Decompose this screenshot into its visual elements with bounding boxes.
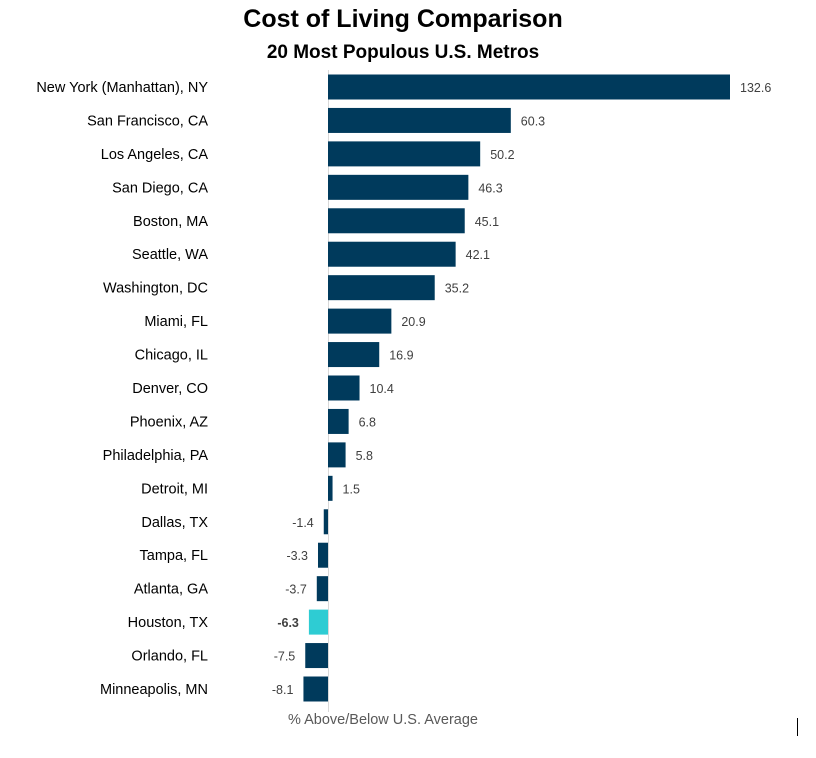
data-label: 42.1 [466, 248, 490, 262]
bar [328, 442, 346, 468]
category-label: Minneapolis, MN [100, 682, 208, 698]
category-label: Los Angeles, CA [101, 147, 209, 163]
data-label: 5.8 [356, 449, 373, 463]
chart-title: Cost of Living Comparison [243, 5, 563, 33]
category-label: San Francisco, CA [87, 113, 208, 129]
cursor-mark [797, 718, 798, 736]
category-label: Dallas, TX [141, 515, 208, 531]
bar [328, 275, 435, 301]
category-label: Washington, DC [103, 281, 208, 297]
category-label: Boston, MA [133, 214, 208, 230]
data-label: -6.3 [277, 616, 299, 630]
data-label: 1.5 [343, 482, 360, 496]
category-label: San Diego, CA [112, 180, 208, 196]
data-label: 46.3 [478, 181, 502, 195]
bar [316, 576, 328, 602]
bar [328, 342, 380, 368]
data-label: 50.2 [490, 148, 514, 162]
category-label: Phoenix, AZ [130, 414, 208, 430]
data-label: 10.4 [370, 382, 394, 396]
category-label: Detroit, MI [141, 481, 208, 497]
bar [317, 542, 328, 568]
x-axis-label: % Above/Below U.S. Average [288, 712, 478, 728]
data-label: 132.6 [740, 81, 771, 95]
bar [323, 509, 328, 535]
bar [328, 107, 511, 133]
bar [328, 241, 456, 267]
bar [328, 174, 469, 200]
bar [303, 676, 328, 702]
data-label: -7.5 [274, 650, 296, 664]
bar [328, 475, 333, 501]
bar [305, 643, 328, 669]
data-label: -1.4 [292, 516, 314, 530]
category-label: New York (Manhattan), NY [36, 80, 208, 96]
category-label: Tampa, FL [140, 548, 209, 564]
bar [308, 609, 328, 635]
category-label: Philadelphia, PA [103, 448, 209, 464]
category-label: Chicago, IL [135, 348, 208, 364]
data-label: 35.2 [445, 282, 469, 296]
category-label: Atlanta, GA [134, 582, 208, 598]
data-label: -3.7 [285, 583, 307, 597]
data-label: -8.1 [272, 683, 294, 697]
data-label: 45.1 [475, 215, 499, 229]
category-label: Denver, CO [132, 381, 208, 397]
bar [328, 74, 730, 100]
category-label: Miami, FL [144, 314, 208, 330]
data-label: 16.9 [389, 349, 413, 363]
bar [328, 375, 360, 401]
bar [328, 141, 481, 167]
bar [328, 308, 392, 334]
category-label: Orlando, FL [131, 649, 208, 665]
data-label: 6.8 [359, 415, 376, 429]
data-label: 20.9 [401, 315, 425, 329]
bar [328, 208, 465, 234]
data-label: -3.3 [286, 549, 308, 563]
chart-subtitle: 20 Most Populous U.S. Metros [266, 42, 540, 63]
category-label: Houston, TX [128, 615, 209, 631]
bar [328, 408, 349, 434]
data-label: 60.3 [521, 114, 545, 128]
category-label: Seattle, WA [132, 247, 208, 263]
